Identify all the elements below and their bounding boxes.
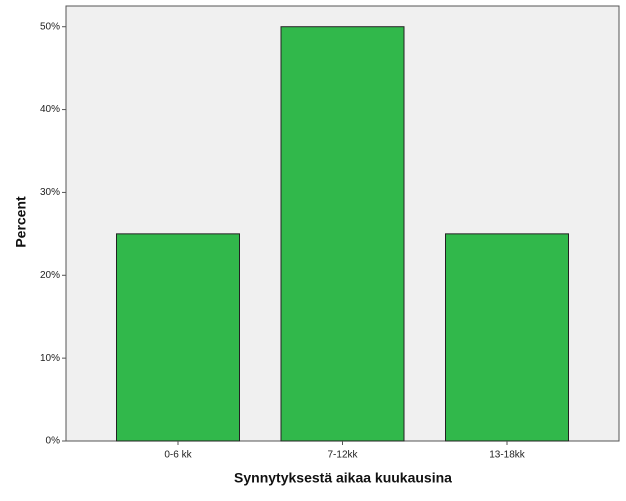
bar xyxy=(116,233,240,442)
bar xyxy=(445,233,569,442)
y-tick-label: 40% xyxy=(40,104,60,115)
y-tick-label: 30% xyxy=(40,187,60,198)
x-tick-label: 13-18kk xyxy=(489,450,526,461)
y-tick-label: 50% xyxy=(40,21,60,32)
y-tick-label: 20% xyxy=(40,270,60,281)
x-tick-label: 7-12kk xyxy=(327,450,358,461)
y-tick-label: 10% xyxy=(40,353,60,364)
y-tick-label: 0% xyxy=(46,436,61,447)
x-axis-title: Synnytyksestä aikaa kuukausina xyxy=(234,470,452,486)
y-axis-title: Percent xyxy=(13,196,29,248)
bar xyxy=(280,26,405,442)
x-tick-label: 0-6 kk xyxy=(164,450,192,461)
